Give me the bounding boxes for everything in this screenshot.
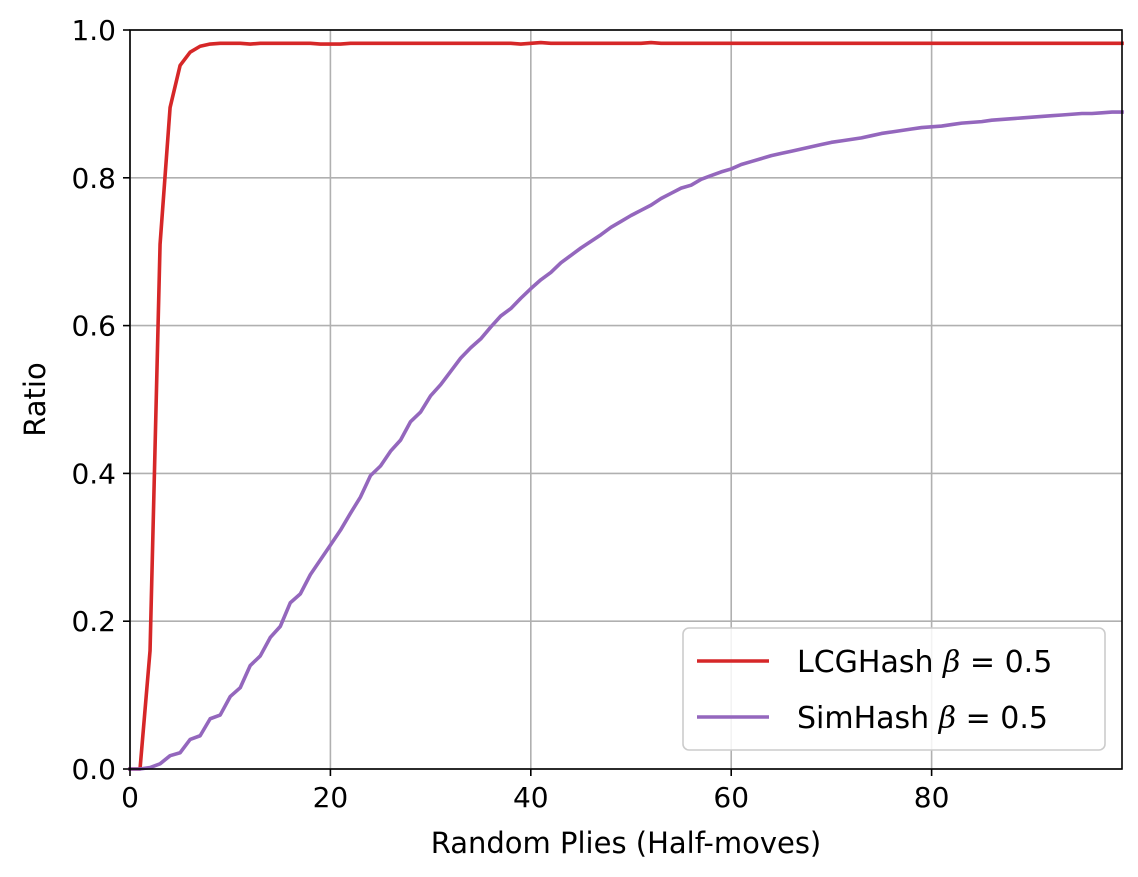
x-tick-label: 0 xyxy=(121,781,139,814)
plot-frame xyxy=(129,29,1123,770)
series-line-lcghash xyxy=(128,40,1124,771)
x-tick-label: 60 xyxy=(713,781,749,814)
y-tick-label: 0.2 xyxy=(71,605,116,638)
legend-series-name: SimHash xyxy=(797,701,939,736)
legend-series-name: LCGHash xyxy=(797,645,943,680)
legend-beta-symbol: β xyxy=(942,645,960,680)
series-line-simhash xyxy=(128,110,1124,771)
y-tick-label: 0.4 xyxy=(71,457,116,490)
y-tick-label: 0.0 xyxy=(71,753,116,786)
x-axis-label: Random Plies (Half-moves) xyxy=(431,826,822,860)
legend-label: LCGHash β = 0.5 xyxy=(797,645,1052,680)
x-tick-label: 80 xyxy=(914,781,950,814)
legend-beta-value: = 0.5 xyxy=(956,701,1048,736)
legend-label: SimHash β = 0.5 xyxy=(797,701,1048,736)
legend-beta-value: = 0.5 xyxy=(960,645,1052,680)
y-tick-label: 1.0 xyxy=(71,14,116,47)
x-tick-label: 20 xyxy=(313,781,349,814)
y-tick-label: 0.8 xyxy=(71,162,116,195)
plot-series xyxy=(128,40,1124,771)
x-tick-label: 40 xyxy=(513,781,549,814)
axis-ticks: 0 20 40 60 80 0.0 0.2 0.4 0.6 0.8 1.0 xyxy=(71,14,949,814)
legend-box xyxy=(682,627,1106,751)
y-axis-label: Ratio xyxy=(18,362,52,436)
legend-beta-symbol: β xyxy=(938,701,956,736)
y-tick-label: 0.6 xyxy=(71,310,116,343)
